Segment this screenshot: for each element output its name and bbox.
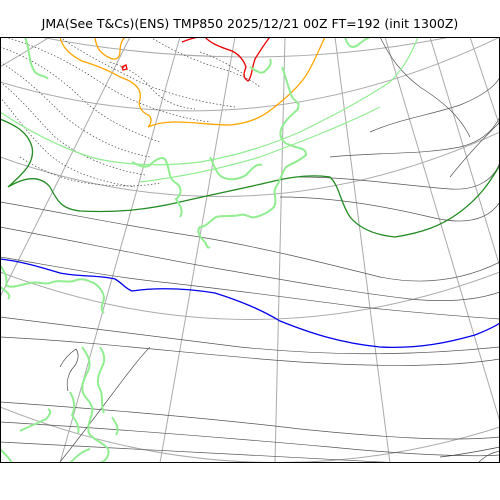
isotherm-light-green <box>0 37 419 183</box>
isotherm-orange <box>59 37 326 128</box>
temperature-map <box>0 37 500 463</box>
map-border <box>0 37 500 463</box>
isotherm-blue <box>0 258 500 348</box>
isotherm-green <box>0 118 500 238</box>
isotherms-dotted <box>0 37 261 188</box>
coast-details <box>59 348 500 463</box>
map-title: JMA(See T&Cs)(ENS) TMP850 2025/12/21 00Z… <box>41 16 459 31</box>
isotherms-thin <box>0 37 500 463</box>
coastlines <box>0 37 371 463</box>
parallel-lines <box>0 37 500 463</box>
meridian-lines <box>0 37 500 463</box>
isotherm-red <box>121 37 271 82</box>
